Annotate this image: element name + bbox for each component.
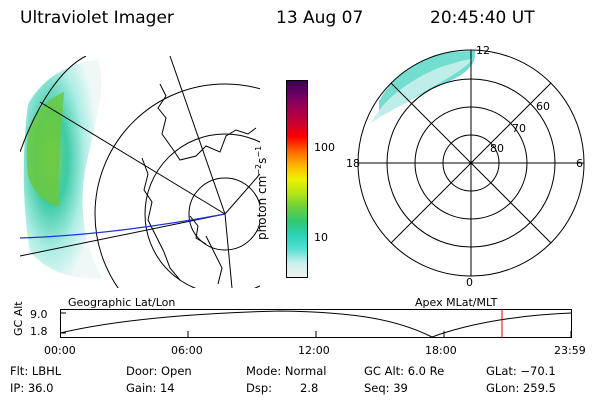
meridian-line <box>39 101 226 215</box>
meridian-line <box>224 213 233 288</box>
latitude-circle <box>188 177 260 251</box>
gc-alt-max: 9.0 <box>30 308 48 321</box>
geographic-auroral-image <box>20 56 260 288</box>
colorbar-tick-100: 100 <box>314 141 335 154</box>
x-tick-label-2359: 23:59 <box>554 344 586 357</box>
dsp-label: Dsp: <box>246 381 273 395</box>
apex-section-title: Apex MLat/MLT <box>415 296 498 309</box>
x-tick-label-0000: 00:00 <box>44 344 76 357</box>
colorbar-tick-mark <box>320 130 321 131</box>
mlt-label-18: 18 <box>346 157 360 170</box>
meridian-line <box>20 213 226 257</box>
aurora-bright-core <box>26 92 64 206</box>
instrument-title: Ultraviolet Imager <box>20 8 174 28</box>
seq-status: Seq: 39 <box>364 381 408 395</box>
ip-status: IP: 36.0 <box>10 381 54 395</box>
mlt-label-12: 12 <box>476 44 490 57</box>
satellite-ground-track <box>20 213 226 239</box>
dsp-value: 2.8 <box>300 381 319 395</box>
meridian-line <box>224 173 260 215</box>
x-tick-label-1200: 12:00 <box>298 344 330 357</box>
orbit-altitude-curve <box>60 310 572 338</box>
coastline <box>141 83 257 285</box>
colorbar-unit-label: photon cm−2s−1 <box>254 145 269 240</box>
colorbar-gradient <box>287 81 307 277</box>
observation-time: 20:45:40 UT <box>430 8 535 28</box>
x-tick-label-1800: 18:00 <box>425 344 457 357</box>
colorbar-tick-10: 10 <box>314 231 328 244</box>
polar-diagonal <box>390 82 552 244</box>
polar-mlt-plot <box>357 49 585 277</box>
gain-status: Gain: 14 <box>126 381 175 395</box>
latitude-circle <box>144 133 260 288</box>
filter-status: Flt: LBHL <box>10 364 62 378</box>
lat-label-70: 70 <box>512 122 526 135</box>
polar-aurora-fringe <box>371 59 473 123</box>
gc-alt-axis-label: GC Alt <box>12 301 25 336</box>
meridian-line <box>169 56 226 215</box>
field-of-view-edge <box>20 56 87 153</box>
orbit-altitude-plot <box>60 309 572 338</box>
mode-status: Mode: Normal <box>246 364 327 378</box>
lat-label-80: 80 <box>490 142 504 155</box>
glat-status: GLat: −70.1 <box>486 364 556 378</box>
observation-date: 13 Aug 07 <box>276 8 364 28</box>
mlt-label-6: 6 <box>576 157 583 170</box>
glon-status: GLon: 259.5 <box>486 381 556 395</box>
gc-alt-min: 1.8 <box>30 325 48 338</box>
gc-alt-status: GC Alt: 6.0 Re <box>364 364 445 378</box>
mlt-label-0: 0 <box>466 276 473 289</box>
colorbar <box>286 80 308 278</box>
latitude-circle <box>94 83 260 288</box>
geographic-section-title: Geographic Lat/Lon <box>68 296 176 309</box>
x-tick-label-0600: 06:00 <box>171 344 203 357</box>
door-status: Door: Open <box>126 364 192 378</box>
lat-label-60: 60 <box>536 100 550 113</box>
